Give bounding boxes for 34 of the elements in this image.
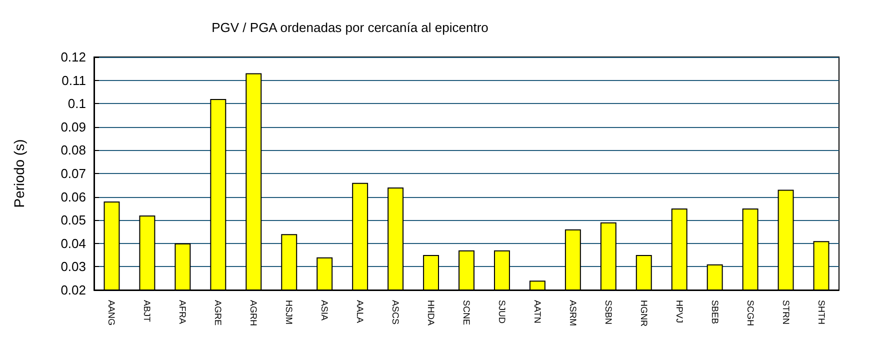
y-tick-label: 0.07 bbox=[60, 166, 86, 181]
x-tick-label: HHDA bbox=[426, 300, 436, 326]
x-tick-label: ASIA bbox=[320, 300, 330, 321]
x-tick-label: HGNR bbox=[638, 300, 649, 327]
y-tick-label: 0.1 bbox=[68, 96, 86, 112]
y-tick-label: 0.12 bbox=[60, 50, 86, 64]
x-tick-label: ABJT bbox=[142, 300, 152, 323]
x-tick-label: ASCS bbox=[390, 300, 401, 325]
x-tick-label: AGRE bbox=[213, 300, 224, 326]
x-tick-label: AFRA bbox=[178, 300, 188, 324]
x-tick-label: SCGH bbox=[745, 300, 756, 326]
y-tick-label: 0.03 bbox=[60, 259, 86, 274]
y-tick-label: 0.04 bbox=[60, 236, 86, 251]
x-tick-label: AGRH bbox=[248, 300, 259, 326]
x-tick-label: AALA bbox=[355, 300, 366, 324]
y-tick-label: 0.05 bbox=[60, 212, 86, 228]
x-tick-label: SBEB bbox=[710, 300, 720, 324]
x-tick-label: AANG bbox=[106, 300, 117, 326]
x-tick-label: HPVJ bbox=[674, 300, 684, 324]
x-tick-label: ASRM bbox=[568, 300, 578, 326]
x-tick-label: STRN bbox=[780, 300, 791, 324]
x-tick-label: SCNE bbox=[462, 300, 472, 326]
x-tick-label: HSJM bbox=[284, 300, 294, 324]
y-tick-label: 0.06 bbox=[60, 189, 86, 204]
x-tick-label: SJUD bbox=[496, 300, 507, 324]
x-tick-label: SSBN bbox=[603, 300, 614, 325]
x-tick-label: AATN bbox=[532, 300, 542, 324]
y-tick-label: 0.11 bbox=[62, 72, 86, 88]
chart-title: PGV / PGA ordenadas por cercanía al epicentro bbox=[212, 20, 488, 35]
y-tick-label: 0.08 bbox=[60, 142, 86, 158]
y-tick-label: 0.09 bbox=[60, 119, 86, 134]
x-tick-label: SHTH bbox=[816, 300, 826, 324]
y-tick-label: 0.02 bbox=[60, 282, 86, 298]
y-axis-title: Periodo (s) bbox=[11, 139, 27, 208]
